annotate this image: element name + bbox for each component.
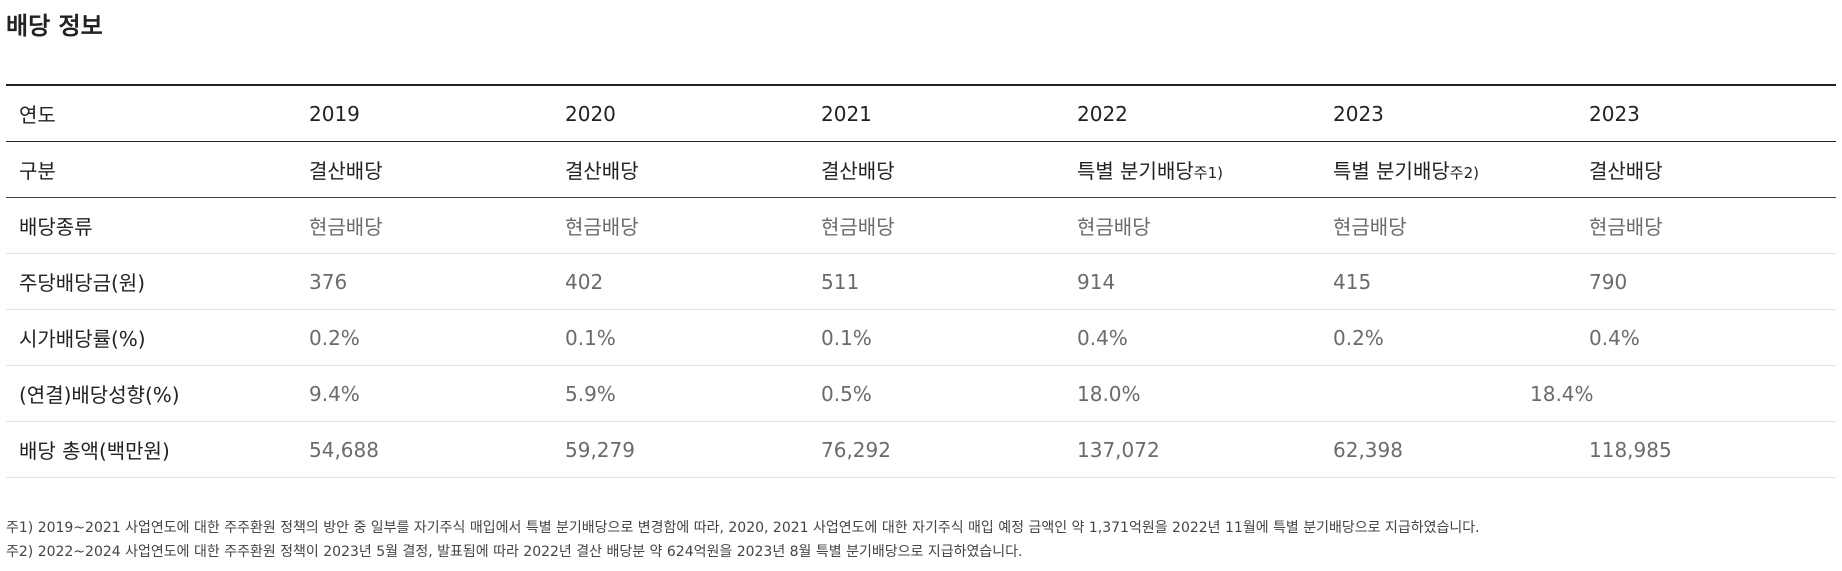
- table-cell: 0.4%: [1064, 309, 1320, 366]
- table-cell: 0.2%: [296, 309, 552, 366]
- table-cell: 현금배당: [1064, 197, 1320, 254]
- category-cell: 결산배당: [296, 141, 552, 198]
- category-cell: 결산배당: [1576, 141, 1836, 198]
- table-cell: 118,985: [1576, 421, 1836, 478]
- dividend-table: 연도 2019 2020 2021 2022 2023 2023 구분 결산배당…: [6, 84, 1836, 478]
- merged-2023-cell: 18.4%: [1320, 365, 1836, 422]
- table-cell: 402: [552, 253, 808, 310]
- table-row: 배당 총액(백만원) 54,688 59,279 76,292 137,072 …: [6, 421, 1836, 478]
- table-cell: 54,688: [296, 421, 552, 478]
- year-header-row: 연도 2019 2020 2021 2022 2023 2023: [6, 84, 1836, 142]
- page-title: 배당 정보: [6, 12, 103, 40]
- year-cell: 2023: [1320, 84, 1576, 142]
- category-cell: 특별 분기배당주1): [1064, 141, 1320, 198]
- year-cell: 2019: [296, 84, 552, 142]
- category-cell: 결산배당: [552, 141, 808, 198]
- table-cell: 현금배당: [808, 197, 1064, 254]
- footnote-1: 주1) 2019~2021 사업연도에 대한 주주환원 정책의 방안 중 일부를…: [6, 520, 1480, 536]
- category-cell: 특별 분기배당주2): [1320, 141, 1576, 198]
- category-cell: 결산배당: [808, 141, 1064, 198]
- year-cell: 2020: [552, 84, 808, 142]
- table-cell: 현금배당: [1576, 197, 1836, 254]
- footnote-marker-1: 주1): [1193, 164, 1223, 182]
- table-cell: 현금배당: [552, 197, 808, 254]
- table-row: 시가배당률(%) 0.2% 0.1% 0.1% 0.4% 0.2% 0.4%: [6, 309, 1836, 366]
- table-cell: 0.1%: [808, 309, 1064, 366]
- row-label-category: 구분: [6, 141, 296, 198]
- table-cell: 137,072: [1064, 421, 1320, 478]
- table-cell: 0.4%: [1576, 309, 1836, 366]
- table-row: 주당배당금(원) 376 402 511 914 415 790: [6, 253, 1836, 310]
- table-cell: 5.9%: [552, 365, 808, 422]
- table-cell: 9.4%: [296, 365, 552, 422]
- table-cell: 790: [1576, 253, 1836, 310]
- row-label-yield: 시가배당률(%): [6, 309, 296, 366]
- row-label-payout: (연결)배당성향(%): [6, 365, 296, 422]
- table-cell: 18.0%: [1064, 365, 1320, 422]
- footnotes: 주1) 2019~2021 사업연도에 대한 주주환원 정책의 방안 중 일부를…: [6, 516, 1480, 564]
- footnote-marker-2: 주2): [1449, 164, 1479, 182]
- footnote-2: 주2) 2022~2024 사업연도에 대한 주주환원 정책이 2023년 5월…: [6, 544, 1023, 560]
- table-cell: 76,292: [808, 421, 1064, 478]
- table-cell: 59,279: [552, 421, 808, 478]
- year-cell: 2021: [808, 84, 1064, 142]
- table-cell: 914: [1064, 253, 1320, 310]
- table-cell: 0.1%: [552, 309, 808, 366]
- table-row: 배당종류 현금배당 현금배당 현금배당 현금배당 현금배당 현금배당: [6, 197, 1836, 254]
- table-cell: 현금배당: [1320, 197, 1576, 254]
- row-label-dps: 주당배당금(원): [6, 253, 296, 310]
- year-cell: 2022: [1064, 84, 1320, 142]
- year-cell: 2023: [1576, 84, 1836, 142]
- row-label-total: 배당 총액(백만원): [6, 421, 296, 478]
- row-label-dividend-type: 배당종류: [6, 197, 296, 254]
- category-row: 구분 결산배당 결산배당 결산배당 특별 분기배당주1) 특별 분기배당주2) …: [6, 141, 1836, 198]
- row-label-year: 연도: [6, 84, 296, 142]
- table-cell: 0.5%: [808, 365, 1064, 422]
- table-cell: 62,398: [1320, 421, 1576, 478]
- table-cell: 376: [296, 253, 552, 310]
- table-cell: 현금배당: [296, 197, 552, 254]
- table-cell: 415: [1320, 253, 1576, 310]
- table-row: (연결)배당성향(%) 9.4% 5.9% 0.5% 18.0% 18.4%: [6, 365, 1836, 422]
- table-cell: 0.2%: [1320, 309, 1576, 366]
- table-cell: 511: [808, 253, 1064, 310]
